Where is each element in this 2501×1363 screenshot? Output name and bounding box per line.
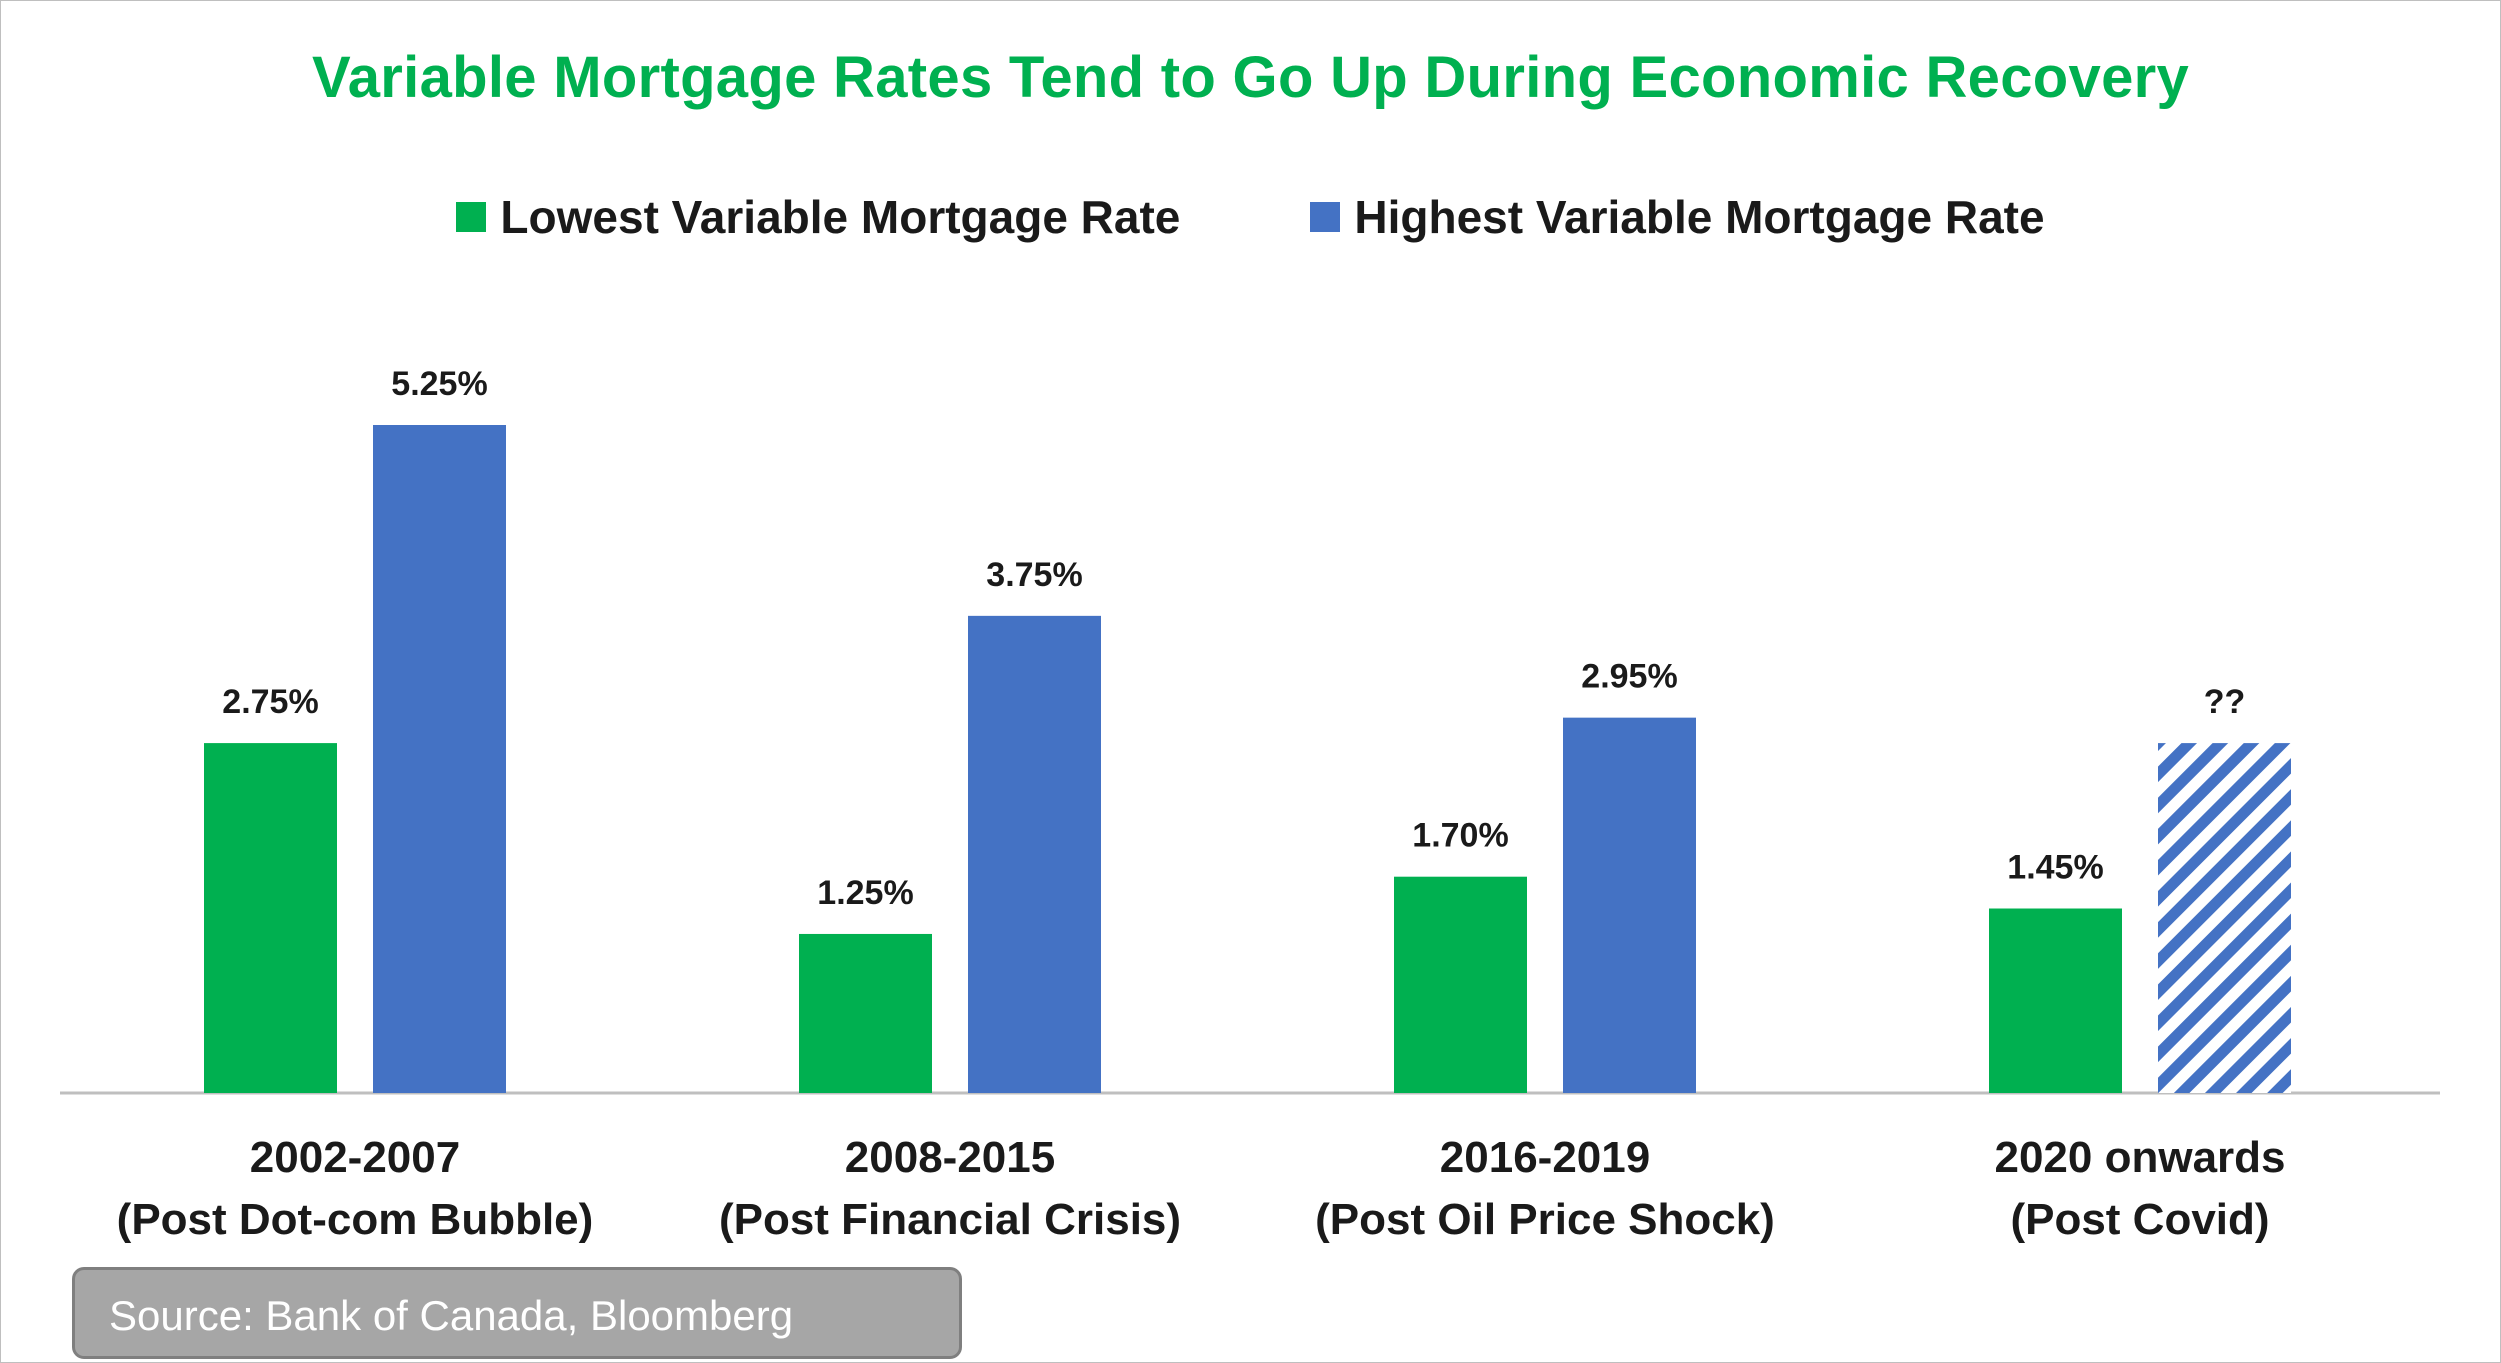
bar-series-2-2 bbox=[968, 615, 1101, 1093]
legend-swatch-highest bbox=[1310, 202, 1341, 232]
data-label-series-1-3: 1.70% bbox=[1412, 817, 1508, 855]
legend-item-highest: Highest Variable Mortgage Rate bbox=[1310, 190, 2045, 244]
bar-series-2-3 bbox=[1563, 717, 1696, 1093]
bar-series-1-3 bbox=[1394, 876, 1527, 1093]
x-tick-label-2-line-1: 2008-2015 bbox=[845, 1133, 1055, 1182]
data-label-series-2-2: 3.75% bbox=[986, 556, 1082, 594]
legend-item-lowest: Lowest Variable Mortgage Rate bbox=[456, 190, 1180, 244]
chart-title: Variable Mortgage Rates Tend to Go Up Du… bbox=[311, 45, 2190, 110]
data-label-series-2-3: 2.95% bbox=[1581, 658, 1677, 696]
bar-series-1-4 bbox=[1989, 908, 2122, 1093]
data-label-series-2-4: ?? bbox=[2204, 683, 2246, 721]
bar-series-2-1 bbox=[373, 425, 506, 1093]
x-tick-label-4-line-1: 2020 onwards bbox=[1994, 1133, 2285, 1182]
source-note: Source: Bank of Canada, Bloomberg bbox=[72, 1267, 962, 1359]
data-label-series-1-2: 1.25% bbox=[817, 874, 913, 912]
x-tick-label-1-line-2: (Post Dot-com Bubble) bbox=[117, 1195, 594, 1244]
bar-series-1-1 bbox=[204, 743, 337, 1093]
data-label-series-1-4: 1.45% bbox=[2007, 849, 2103, 887]
legend-label-highest: Highest Variable Mortgage Rate bbox=[1354, 191, 2045, 243]
x-tick-label-4-line-2: (Post Covid) bbox=[2010, 1195, 2269, 1244]
x-tick-label-1-line-1: 2002-2007 bbox=[250, 1133, 460, 1182]
x-tick-label-2-line-2: (Post Financial Crisis) bbox=[719, 1195, 1181, 1244]
bar-series-2-4 bbox=[2158, 743, 2291, 1093]
bar-series-1-2 bbox=[799, 933, 932, 1093]
legend-label-lowest: Lowest Variable Mortgage Rate bbox=[500, 191, 1181, 243]
x-tick-label-3-line-2: (Post Oil Price Shock) bbox=[1315, 1195, 1775, 1244]
legend-swatch-lowest bbox=[456, 202, 487, 232]
chart-legend: Lowest Variable Mortgage Rate Highest Va… bbox=[0, 190, 2501, 244]
data-label-series-2-1: 5.25% bbox=[391, 365, 487, 403]
x-tick-label-3-line-1: 2016-2019 bbox=[1440, 1133, 1650, 1182]
data-label-series-1-1: 2.75% bbox=[222, 683, 318, 721]
